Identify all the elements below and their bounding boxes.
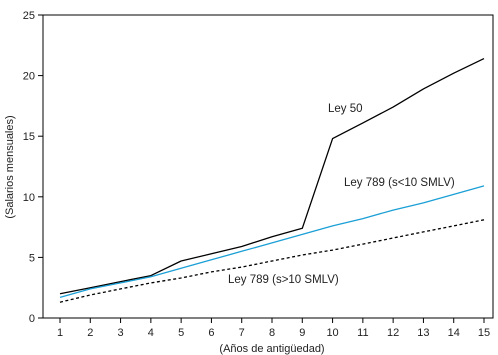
y-tick-label: 15 [23, 131, 35, 143]
series-line-1 [59, 58, 485, 295]
series-lines [59, 58, 485, 303]
y-tick-label: 10 [23, 192, 35, 204]
x-tick-label: 4 [148, 327, 154, 339]
y-tick-label: 5 [29, 252, 35, 264]
series-label-1: Ley 50 [328, 103, 363, 115]
y-tick-label: 25 [23, 10, 35, 22]
y-tick-label: 20 [23, 71, 35, 83]
x-tick-label: 8 [269, 327, 275, 339]
x-tick-label: 14 [448, 327, 460, 339]
x-axis-label: (Años de antigüedad) [219, 343, 324, 355]
series-label-3: Ley 789 (s>10 SMLV) [228, 274, 339, 286]
y-axis-label: (Salarios mensuales) [4, 115, 16, 218]
x-tick-label: 10 [326, 327, 338, 339]
x-tick-label: 7 [239, 327, 245, 339]
x-tick-label: 1 [57, 327, 63, 339]
x-tick-label: 9 [299, 327, 305, 339]
y-axis-ticks: 0 5 10 15 20 25 [23, 10, 43, 325]
x-tick-label: 5 [178, 327, 184, 339]
x-axis-ticks: 1 2 3 4 5 6 7 8 9 10 11 12 13 14 15 [57, 318, 490, 339]
series-line-3 [59, 219, 485, 303]
x-tick-label: 3 [118, 327, 124, 339]
x-tick-label: 12 [387, 327, 399, 339]
plot-frame [42, 14, 494, 319]
x-tick-label: 2 [87, 327, 93, 339]
x-tick-label: 13 [417, 327, 429, 339]
y-tick-label: 0 [29, 313, 35, 325]
plot-area-border [42, 14, 494, 319]
series-line-2 [59, 185, 485, 299]
series-labels: Ley 50 Ley 789 (s<10 SMLV) Ley 789 (s>10 S… [228, 103, 455, 286]
x-tick-label: 15 [478, 327, 490, 339]
x-tick-label: 6 [208, 327, 214, 339]
series-label-2: Ley 789 (s<10 SMLV) [344, 177, 455, 189]
x-tick-label: 11 [357, 327, 368, 339]
